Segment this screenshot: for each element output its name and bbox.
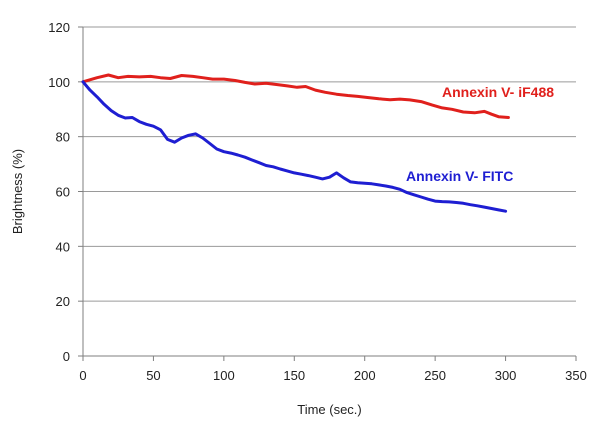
y-tick-labels: 0 20 40 60 80 100 120	[48, 20, 83, 364]
x-tick-label-300: 300	[495, 368, 517, 383]
series-lines	[81, 73, 510, 213]
x-tick-label-250: 250	[424, 368, 446, 383]
y-tick-label-0: 0	[63, 349, 70, 364]
x-tick-label-100: 100	[213, 368, 235, 383]
series-label-iF488: Annexin V- iF488	[442, 84, 554, 100]
x-tick-label-150: 150	[283, 368, 305, 383]
y-tick-label-40: 40	[56, 239, 70, 254]
y-tick-label-80: 80	[56, 130, 70, 145]
grid-lines	[83, 26, 576, 302]
x-tick-label-0: 0	[79, 368, 86, 383]
y-axis-title: Brightness (%)	[10, 149, 25, 234]
series-line-1	[81, 80, 508, 213]
x-tick-label-350: 350	[565, 368, 587, 383]
series-label-FITC: Annexin V- FITC	[406, 168, 513, 184]
y-tick-label-60: 60	[56, 185, 70, 200]
x-axis-title: Time (sec.)	[297, 402, 362, 417]
x-tick-labels: 0 50 100 150 200 250 300 350	[79, 356, 587, 383]
y-tick-label-100: 100	[48, 75, 70, 90]
x-tick-label-200: 200	[354, 368, 376, 383]
y-tick-label-20: 20	[56, 294, 70, 309]
series-line-0	[81, 73, 510, 119]
y-tick-label-120: 120	[48, 20, 70, 35]
x-tick-label-50: 50	[146, 368, 160, 383]
